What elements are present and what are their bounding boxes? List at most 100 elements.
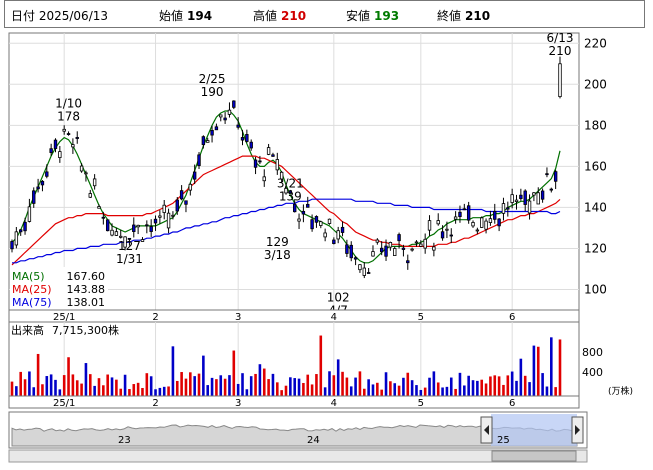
volume-bar [445, 386, 449, 396]
volume-bar [484, 383, 488, 396]
volume-bar [402, 377, 405, 396]
candle [149, 219, 153, 237]
navigator-scrollbar[interactable] [8, 449, 588, 463]
candle [101, 211, 106, 225]
candle-body [136, 224, 140, 228]
candle-body [349, 244, 353, 259]
candle-body [379, 247, 384, 253]
volume-bar [476, 380, 479, 396]
candle [353, 256, 358, 266]
volume-bar [349, 386, 353, 396]
date-label: 日付 [11, 9, 36, 23]
volume-bar [84, 363, 88, 396]
volume-bar [254, 373, 257, 396]
navigator-selection[interactable] [491, 414, 577, 446]
volume-bar [532, 345, 536, 396]
candle-body [336, 230, 340, 240]
candle-body [219, 114, 223, 118]
navigator-right-handle[interactable] [571, 416, 584, 444]
candle-body [266, 147, 271, 155]
candle-body [158, 215, 162, 218]
volume-bar [219, 375, 223, 396]
volume-bar [49, 374, 53, 396]
volume-bar [245, 389, 249, 396]
volume-bar [523, 375, 527, 396]
x-tick-label-volume: 5 [418, 398, 424, 409]
volume-bar [354, 377, 357, 396]
candle-body [175, 199, 179, 212]
volume-bar [158, 387, 162, 396]
candle [92, 174, 97, 190]
annotation-date: 3/18 [264, 248, 291, 262]
candle-body [171, 214, 175, 217]
candle-body [123, 236, 127, 248]
candle-body [514, 199, 519, 202]
candle [523, 189, 527, 212]
volume-bar [415, 385, 418, 396]
candle-body [101, 216, 106, 219]
volume-bar [189, 372, 192, 396]
volume-bar [167, 386, 170, 396]
candle-body [206, 140, 210, 143]
volume-bar [545, 386, 549, 396]
volume-bar [389, 381, 392, 396]
candle-body [453, 216, 458, 220]
x-tick-label: 2 [152, 312, 158, 323]
candle [462, 203, 467, 211]
candle [514, 194, 519, 210]
candle-body [262, 176, 266, 182]
volume-bar [93, 385, 96, 396]
volume-bar [550, 337, 553, 396]
navigator-label-25: 25 [497, 435, 510, 446]
candle [123, 236, 127, 251]
volume-bar [267, 379, 270, 396]
candle-body [306, 203, 310, 208]
volume-bar [441, 387, 444, 396]
candle [279, 171, 284, 184]
volume-bar [463, 385, 466, 396]
candle-body [236, 124, 240, 128]
candle [245, 129, 249, 143]
candle-body [293, 203, 297, 213]
candle-body [419, 243, 423, 247]
volume-bar [393, 383, 397, 396]
candle-body [532, 192, 536, 196]
candle-body [497, 218, 501, 227]
candle [301, 204, 306, 223]
price-panel [8, 32, 580, 311]
candle [158, 210, 162, 224]
volume-bar [480, 379, 484, 396]
volume-bar [67, 357, 70, 396]
volume-bar [471, 380, 475, 396]
candle [427, 215, 432, 236]
volume-bar [154, 389, 157, 396]
candle [184, 200, 188, 213]
high-label: 高値 [253, 9, 278, 23]
volume-bar [554, 387, 557, 396]
candle-body [401, 247, 406, 250]
volume-bar [206, 385, 210, 396]
x-tick-label-volume: 2 [152, 398, 158, 409]
candle [388, 241, 393, 251]
candle-body [345, 244, 349, 254]
candle [19, 229, 23, 236]
close-value: 210 [465, 9, 491, 23]
candle-body [192, 171, 197, 180]
volume-bar [345, 377, 349, 396]
candle-body [75, 137, 79, 139]
volume-bar [432, 371, 436, 396]
navigator-scroll-thumb[interactable] [491, 450, 577, 462]
legend-ma75-value: 138.01 [67, 296, 106, 309]
low-value: 193 [374, 9, 400, 23]
candle-body [323, 232, 327, 238]
volume-bar [380, 389, 383, 396]
candle-body [40, 180, 45, 186]
candle [32, 187, 36, 208]
candle [397, 232, 401, 249]
candle-body [210, 129, 214, 136]
candle [419, 240, 423, 248]
candle-body [127, 237, 132, 240]
navigator-left-handle[interactable] [480, 416, 493, 444]
candle-body [179, 190, 184, 200]
